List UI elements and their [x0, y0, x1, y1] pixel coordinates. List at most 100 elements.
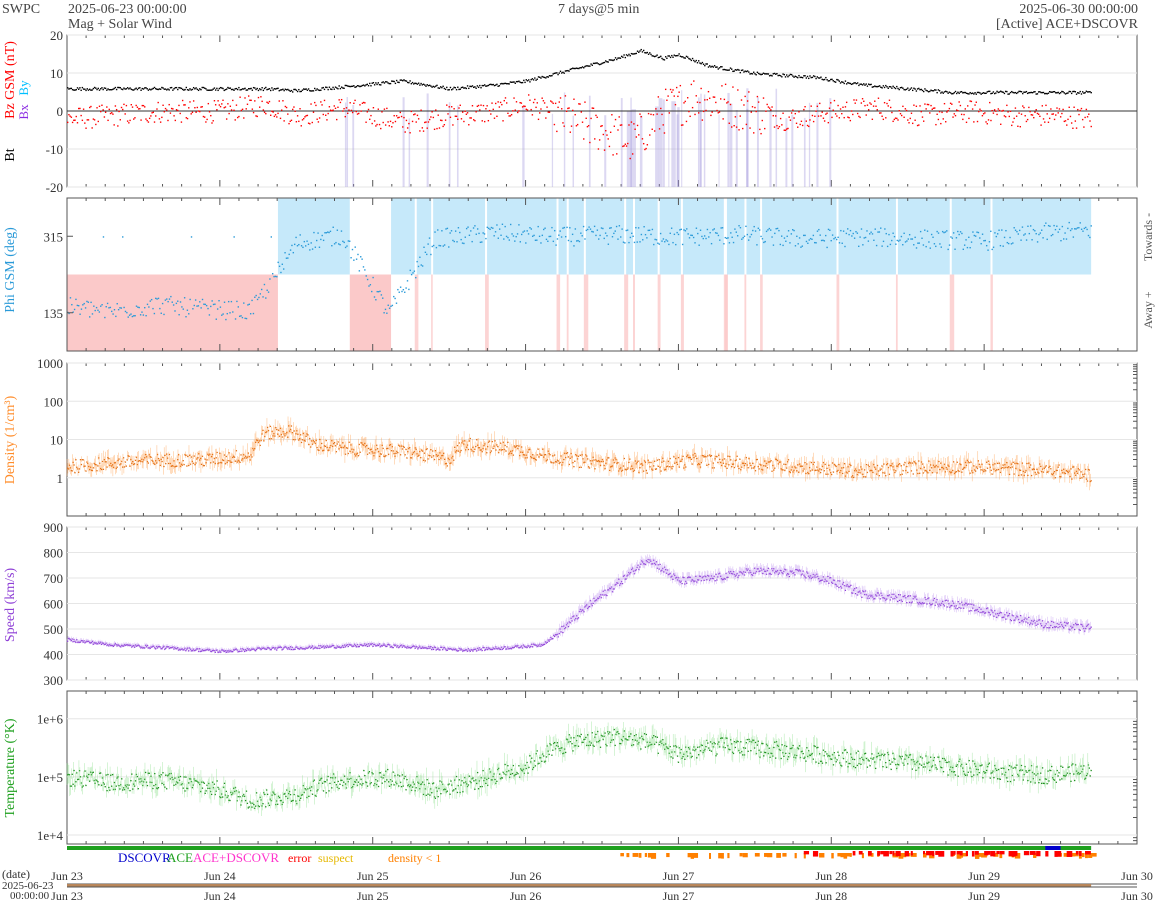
- phi-point: [859, 236, 861, 238]
- phi-point: [875, 244, 878, 247]
- density-point: [744, 462, 747, 465]
- phi-point: [714, 232, 717, 234]
- phi-point: [282, 268, 285, 270]
- bt-point: [405, 80, 408, 82]
- bt-point: [1025, 90, 1028, 93]
- phi-point: [686, 228, 688, 230]
- bt-point: [975, 93, 977, 95]
- phi-point: [360, 256, 362, 258]
- phi-point: [347, 240, 350, 242]
- bt-point: [251, 89, 254, 91]
- density-point: [751, 467, 753, 469]
- bz-point: [229, 105, 232, 107]
- bz-point: [203, 116, 206, 118]
- bz-point: [715, 101, 717, 104]
- bz-point: [128, 122, 130, 124]
- phi-point: [145, 314, 147, 317]
- phi-point: [915, 247, 918, 249]
- mag-ytick-label: 0: [57, 104, 64, 119]
- bz-point: [392, 122, 394, 124]
- density-point: [899, 474, 902, 476]
- bt-point: [514, 82, 516, 84]
- density-point: [424, 460, 426, 462]
- bt-point: [477, 86, 480, 89]
- bz-point: [622, 145, 624, 148]
- density-point: [864, 476, 867, 478]
- density-point: [848, 470, 850, 473]
- bz-point: [782, 112, 784, 114]
- density-point: [456, 444, 459, 447]
- bz-point: [277, 112, 279, 115]
- bz-point: [403, 116, 405, 119]
- bt-point: [384, 81, 387, 83]
- bt-point: [303, 88, 305, 90]
- phi-point: [388, 307, 391, 309]
- bt-point: [491, 84, 493, 86]
- bz-point: [819, 102, 821, 105]
- bt-point: [311, 90, 313, 92]
- mag-shade: [551, 113, 554, 187]
- bt-point: [211, 89, 213, 91]
- bz-point: [188, 107, 190, 109]
- bz-point: [466, 112, 469, 114]
- density-point: [820, 469, 823, 471]
- bz-point: [893, 118, 896, 121]
- phi-point: [1038, 233, 1040, 236]
- phi-point: [896, 239, 898, 242]
- bz-point: [303, 117, 305, 120]
- phi-point: [303, 240, 306, 243]
- bz-point: [530, 108, 532, 111]
- bt-point: [208, 89, 211, 91]
- bz-point: [926, 103, 929, 106]
- phi-point: [380, 294, 383, 296]
- bz-point: [1064, 120, 1067, 122]
- bt-point: [79, 87, 81, 89]
- bt-point: [70, 87, 73, 90]
- phi-point: [959, 231, 962, 233]
- bt-point: [284, 88, 287, 90]
- bt-point: [635, 52, 638, 55]
- density-point: [990, 469, 992, 472]
- bz-point: [254, 100, 256, 102]
- bt-point: [246, 89, 249, 91]
- bz-point: [468, 124, 470, 126]
- phi-point: [844, 245, 846, 248]
- bt-point: [709, 65, 711, 67]
- bt-point: [727, 69, 729, 71]
- phi-point: [446, 227, 449, 230]
- bt-point: [232, 88, 234, 91]
- bt-point: [832, 80, 834, 82]
- density-point: [84, 465, 86, 467]
- density-point: [352, 451, 354, 453]
- phi-point: [708, 236, 710, 238]
- bt-point: [521, 81, 524, 84]
- bz-point: [134, 117, 136, 119]
- bt-point: [778, 74, 781, 77]
- bz-point: [103, 116, 106, 118]
- density-point: [572, 462, 574, 464]
- density-point: [830, 473, 833, 476]
- phi-point: [415, 276, 417, 279]
- phi-point: [1057, 231, 1059, 233]
- bz-point: [765, 110, 767, 112]
- bz-point: [139, 107, 141, 110]
- bt-point: [348, 85, 350, 88]
- bt-point: [197, 89, 200, 92]
- bz-point: [190, 113, 192, 115]
- bt-point: [258, 88, 261, 90]
- bz-point: [417, 118, 420, 120]
- density-point: [134, 459, 137, 462]
- bt-point: [300, 90, 302, 93]
- mag-shade: [402, 97, 405, 187]
- phi-point: [313, 231, 315, 234]
- bz-point: [871, 118, 874, 121]
- phi-point: [555, 244, 557, 246]
- phi-point: [829, 229, 831, 231]
- density-point: [427, 458, 429, 460]
- density-point: [1008, 473, 1011, 476]
- bt-point: [738, 69, 740, 71]
- bz-point: [292, 108, 294, 111]
- bz-point: [399, 111, 402, 114]
- bt-point: [436, 84, 438, 87]
- density-point: [201, 455, 204, 457]
